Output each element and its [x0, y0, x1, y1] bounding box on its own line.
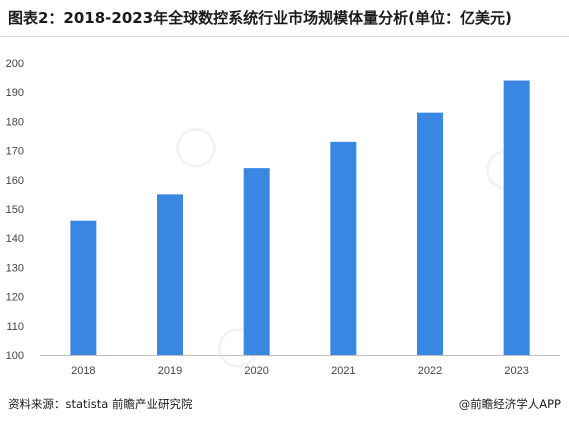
chart-title: 图表2：2018-2023年全球数控系统行业市场规模体量分析(单位：亿美元) [8, 9, 512, 27]
bars [70, 80, 530, 356]
x-tick-label: 2023 [504, 365, 528, 377]
watermark-logo [176, 128, 216, 168]
bar-2019 [157, 194, 183, 355]
x-tick-label: 2019 [158, 365, 182, 377]
y-tick-label: 200 [6, 58, 24, 70]
x-tick-label: 2020 [244, 365, 268, 377]
y-tick-label: 170 [6, 146, 24, 158]
y-tick-label: 110 [6, 321, 24, 333]
bar-2018 [70, 220, 97, 355]
x-tick-label: 2022 [418, 365, 442, 377]
y-tick-label: 130 [6, 262, 24, 274]
y-tick-label: 160 [6, 175, 24, 187]
x-axis: 2018 2019 2020 2021 2022 2023 [71, 365, 529, 377]
y-tick-label: 100 [6, 350, 24, 362]
title-divider [0, 36, 569, 37]
y-tick-label: 150 [6, 204, 24, 216]
x-tick-label: 2021 [331, 365, 355, 377]
x-tick-label: 2018 [71, 365, 95, 377]
y-axis: 100 110 120 130 140 150 160 170 180 190 200 [6, 58, 24, 362]
bar-2020 [243, 168, 270, 355]
bar-2021 [330, 141, 357, 355]
credit-note: @前瞻经济学人APP [458, 397, 561, 411]
bar-2022 [417, 112, 443, 355]
y-tick-label: 180 [6, 116, 24, 128]
bar-2023 [503, 80, 530, 356]
y-tick-label: 140 [6, 233, 24, 245]
y-tick-label: 190 [6, 87, 24, 99]
y-tick-label: 120 [6, 292, 24, 304]
source-note: 资料来源：statista 前瞻产业研究院 [8, 397, 193, 411]
